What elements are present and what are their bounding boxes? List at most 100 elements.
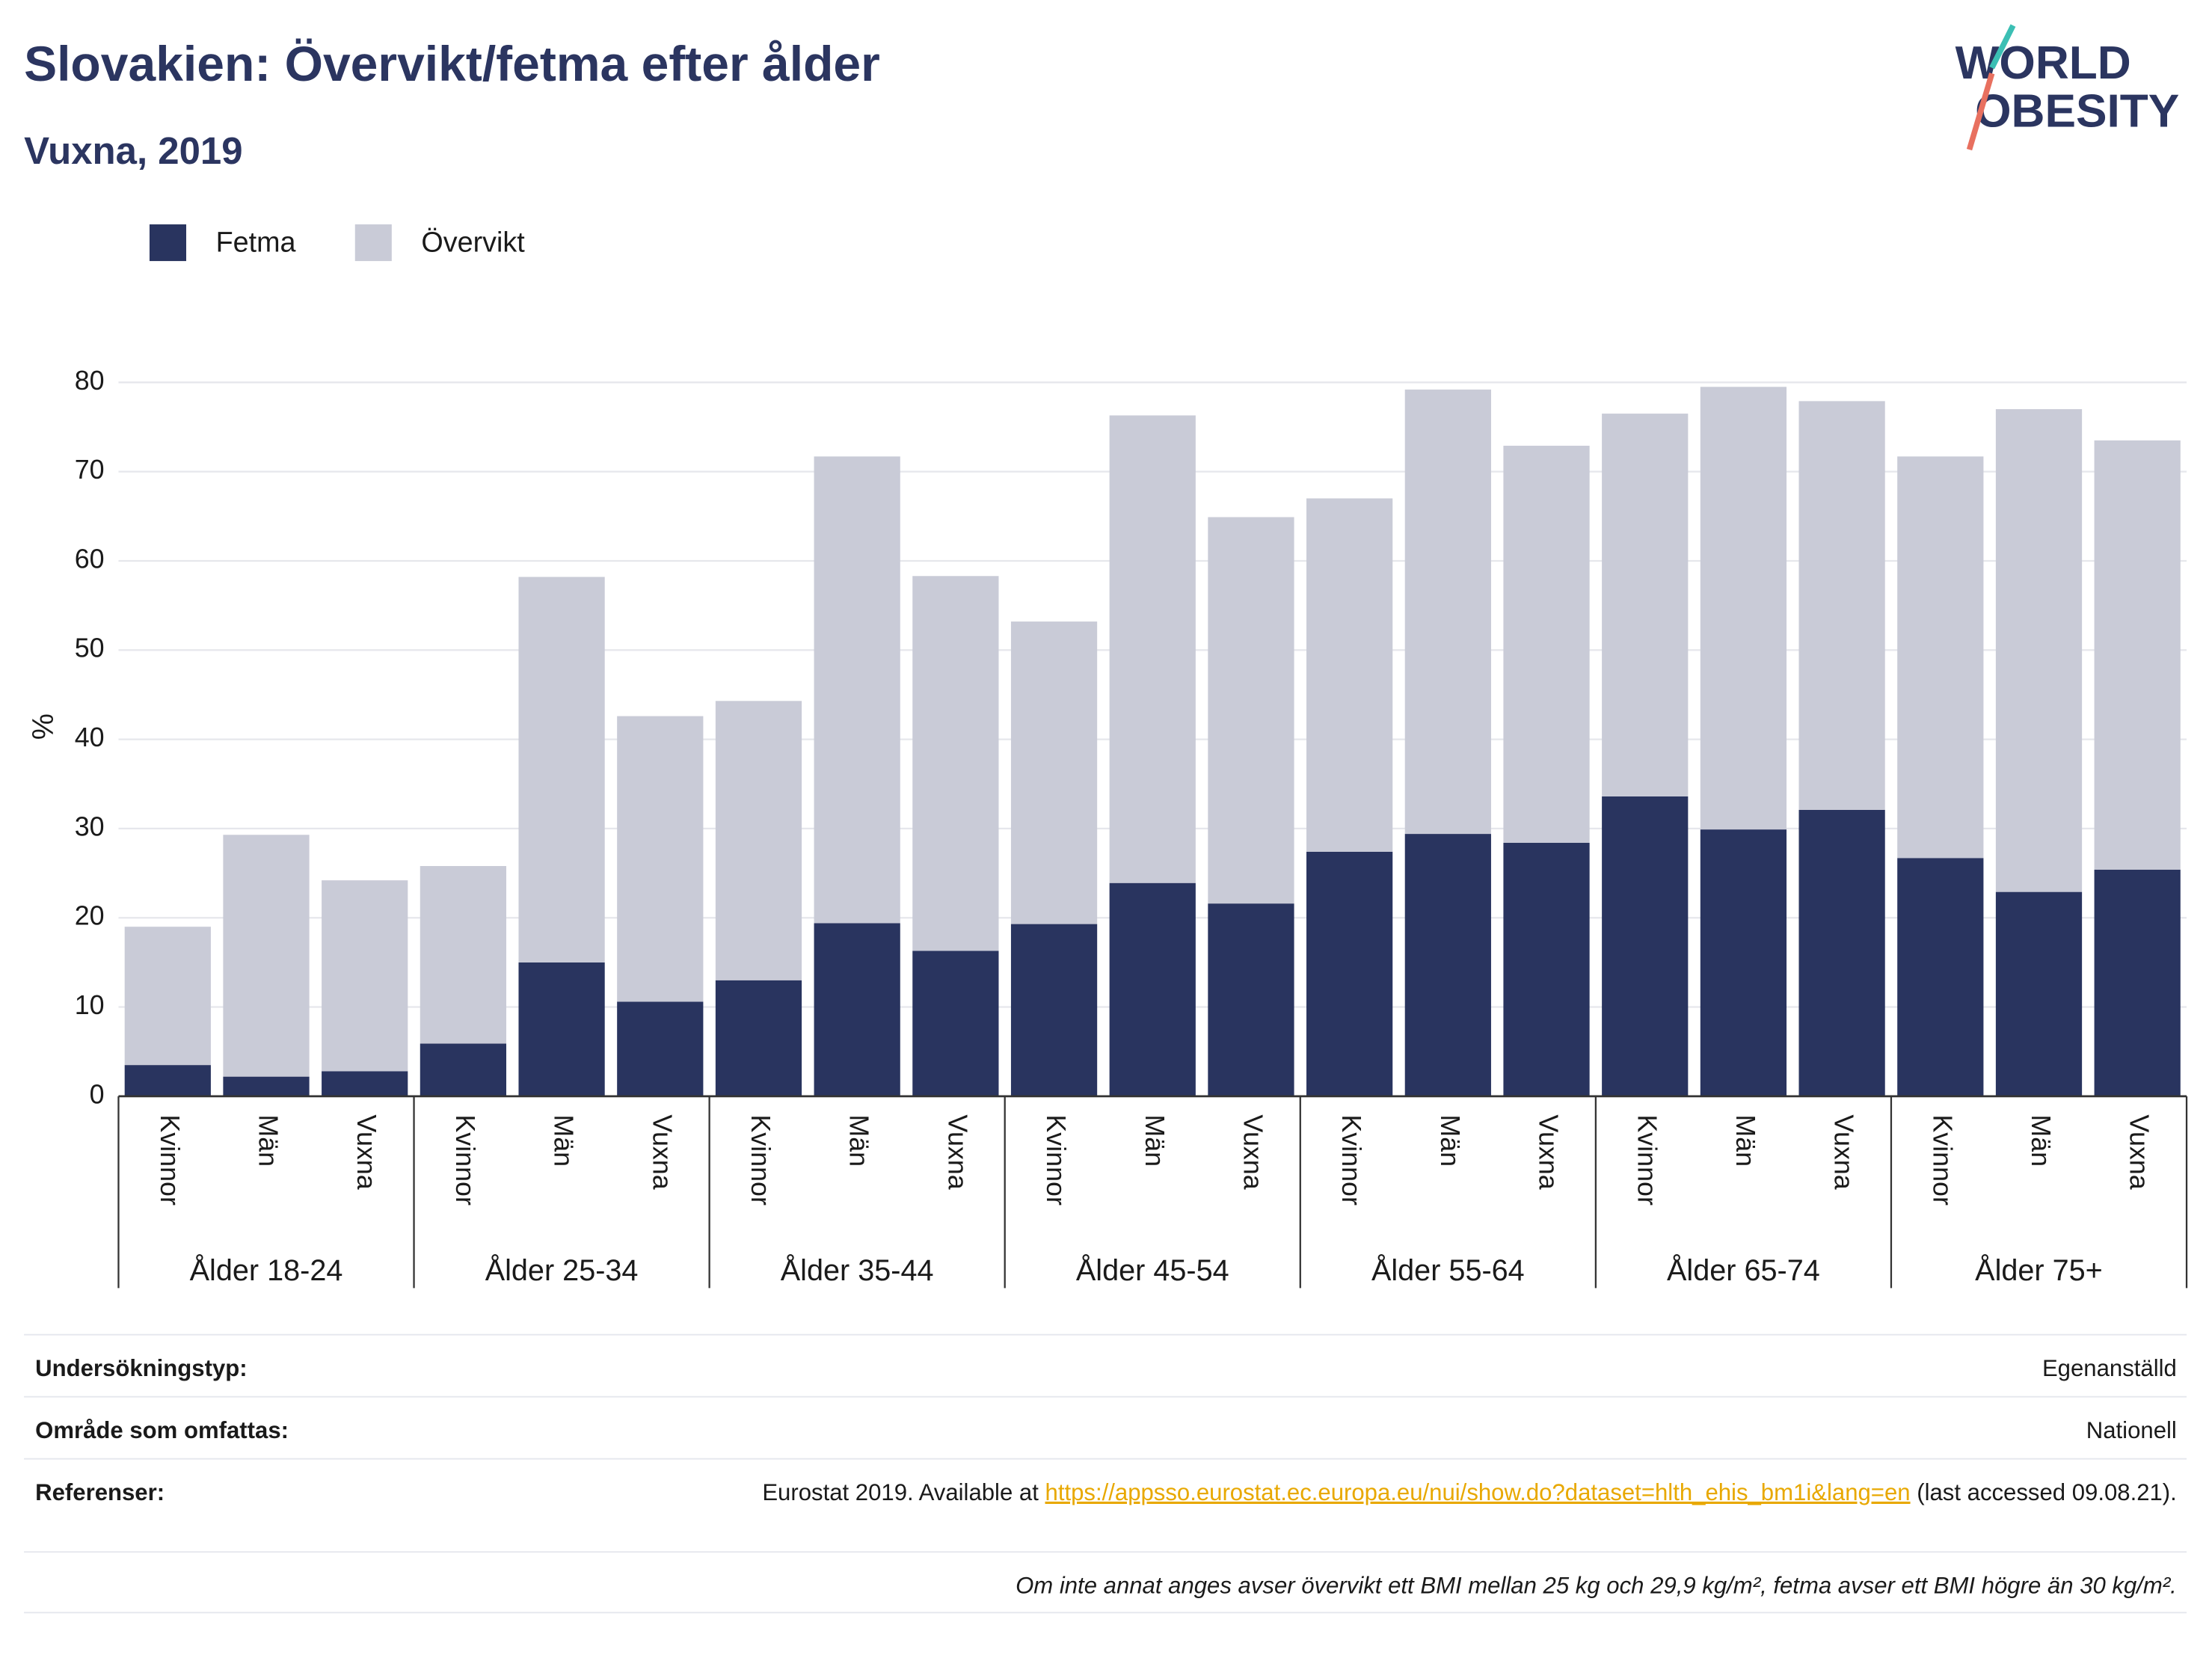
reference-text: Eurostat 2019. Available at	[762, 1479, 1039, 1505]
group-label: Ålder 35-44	[781, 1254, 934, 1287]
row-value: Nationell	[2086, 1417, 2177, 1443]
group-label: Ålder 45-54	[1076, 1254, 1229, 1287]
bar-segment	[1010, 924, 1098, 1096]
bar-segment	[715, 980, 802, 1096]
x-tick-label: Män	[1730, 1114, 1760, 1167]
x-tick-label: Vuxna	[1238, 1114, 1268, 1189]
y-tick-label: 0	[90, 1079, 105, 1109]
group-label: Ålder 55-64	[1371, 1254, 1525, 1287]
bar-segment	[420, 866, 507, 1044]
bar-segment	[1602, 796, 1689, 1096]
bar-segment	[617, 1001, 704, 1096]
group-label: Ålder 75+	[1975, 1254, 2103, 1287]
logo-text: WORLD	[1956, 37, 2131, 89]
x-tick-label: Kvinnor	[450, 1114, 480, 1206]
y-tick-label: 10	[75, 990, 105, 1020]
bar-segment	[1897, 858, 1984, 1096]
bar-segment	[1995, 891, 2083, 1096]
group-label: Ålder 25-34	[485, 1254, 639, 1287]
bar-segment	[1404, 389, 1491, 835]
bar-segment	[2094, 869, 2181, 1096]
chart-title: Slovakien: Övervikt/fetma efter ålder	[24, 36, 880, 91]
legend-label: Fetma	[216, 226, 296, 257]
bar-segment	[420, 1043, 507, 1096]
x-tick-label: Kvinnor	[155, 1114, 185, 1206]
bar-segment	[1306, 851, 1393, 1096]
x-tick-label: Vuxna	[2125, 1114, 2154, 1189]
reference: Eurostat 2019. Available at https://apps…	[762, 1479, 2177, 1505]
bar-segment	[715, 701, 802, 980]
y-tick-label: 80	[75, 366, 105, 396]
legend-swatch	[149, 224, 187, 262]
row-label: Undersökningstyp:	[35, 1355, 247, 1381]
row-value: Egenanställd	[2042, 1355, 2177, 1381]
bar-segment	[322, 1071, 408, 1096]
x-tick-label: Män	[1140, 1114, 1170, 1167]
x-tick-label: Vuxna	[647, 1114, 677, 1189]
x-tick-label: Kvinnor	[1336, 1114, 1366, 1206]
bar-segment	[124, 927, 211, 1066]
bar-segment	[1897, 456, 1984, 859]
y-tick-label: 70	[75, 455, 105, 485]
x-tick-label: Vuxna	[1534, 1114, 1564, 1189]
x-tick-label: Kvinnor	[746, 1114, 775, 1206]
x-tick-label: Män	[2026, 1114, 2056, 1167]
bar-segment	[2094, 440, 2181, 870]
group-label: Ålder 65-74	[1667, 1254, 1820, 1287]
bar-segment	[1798, 401, 1885, 810]
bar-segment	[223, 1076, 310, 1096]
x-tick-label: Kvinnor	[1927, 1114, 1957, 1206]
bar-segment	[223, 835, 310, 1077]
legend-swatch	[354, 224, 392, 262]
row-label: Referenser:	[35, 1479, 165, 1505]
x-tick-label: Män	[549, 1114, 579, 1167]
x-tick-label: Vuxna	[1829, 1114, 1859, 1189]
logo-slash	[1966, 73, 1995, 151]
y-tick-label: 30	[75, 811, 105, 841]
x-tick-label: Män	[844, 1114, 874, 1167]
bar-segment	[322, 880, 408, 1072]
legend-label: Övervikt	[421, 226, 525, 257]
y-tick-label: 40	[75, 722, 105, 752]
bar-segment	[1306, 498, 1393, 852]
bar-segment	[814, 923, 900, 1096]
bar-segment	[518, 962, 605, 1096]
note: Om inte annat anges avser övervikt ett B…	[1016, 1573, 2177, 1599]
bar-segment	[1503, 446, 1590, 844]
x-tick-label: Män	[1435, 1114, 1465, 1167]
bar-segment	[1109, 415, 1196, 883]
bar-segment	[1700, 387, 1787, 830]
bar-segment	[124, 1065, 211, 1096]
bar-segment	[617, 716, 704, 1002]
x-tick-label: Vuxna	[942, 1114, 972, 1189]
bar-segment	[814, 456, 900, 924]
bar-segment	[912, 576, 999, 951]
group-label: Ålder 18-24	[190, 1254, 343, 1287]
y-axis-label: %	[27, 713, 60, 740]
bar-segment	[1404, 834, 1491, 1096]
bar-segment	[1208, 903, 1294, 1096]
y-tick-label: 50	[75, 633, 105, 663]
bar-segment	[912, 951, 999, 1096]
reference-link[interactable]: https://appsso.eurostat.ec.europa.eu/nui…	[1045, 1479, 1911, 1505]
bar-segment	[518, 577, 605, 962]
reference-text: (last accessed 09.08.21).	[1917, 1479, 2177, 1505]
bar-segment	[1602, 414, 1689, 796]
x-tick-label: Män	[254, 1114, 283, 1167]
bar-segment	[1109, 882, 1196, 1096]
y-tick-label: 20	[75, 901, 105, 931]
x-tick-label: Vuxna	[351, 1114, 381, 1189]
x-tick-label: Kvinnor	[1632, 1114, 1662, 1206]
logo: WORLD OBESITY	[1956, 24, 2179, 151]
bar-segment	[1995, 409, 2083, 892]
bar-segment	[1208, 517, 1294, 904]
y-tick-label: 60	[75, 544, 105, 574]
bar-segment	[1010, 621, 1098, 924]
chart-subtitle: Vuxna, 2019	[24, 129, 243, 172]
bar-segment	[1503, 843, 1590, 1096]
footer: Undersökningstyp: Egenanställd Område so…	[24, 1333, 2187, 1614]
logo-slash	[1989, 24, 2016, 70]
logo-text: OBESITY	[1975, 85, 2179, 137]
x-tick-label: Kvinnor	[1041, 1114, 1071, 1206]
